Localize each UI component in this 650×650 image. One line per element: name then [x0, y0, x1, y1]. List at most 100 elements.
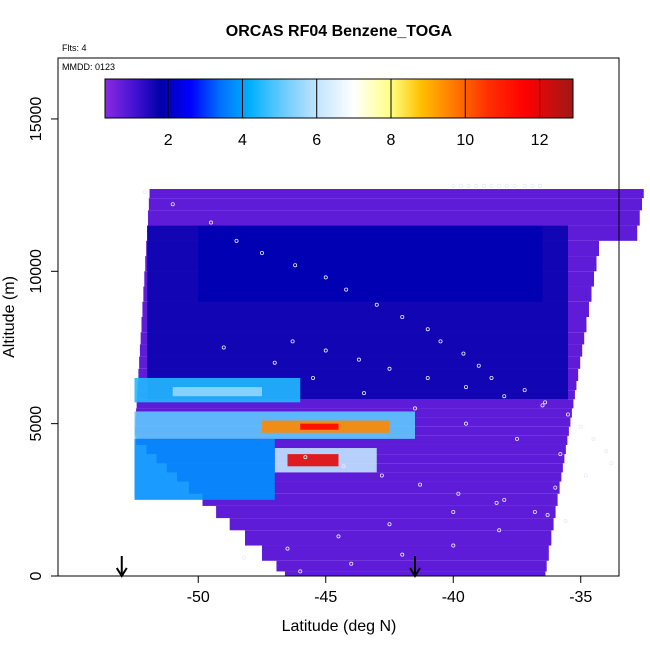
heat-cell: [136, 399, 574, 409]
heat-cell: [177, 472, 562, 482]
colorbar-tick-label: 10: [456, 132, 474, 149]
sample-point: [604, 449, 609, 454]
sample-point: [451, 510, 456, 515]
sample-point: [461, 351, 466, 356]
sample-point: [344, 287, 349, 292]
sample-point: [356, 357, 361, 362]
sample-point: [425, 375, 430, 380]
y-tick-label: 15000: [28, 97, 45, 142]
x-tick-label: -35: [569, 589, 592, 606]
chart-title: ORCAS RF04 Benzene_TOGA: [226, 23, 453, 40]
sample-point: [466, 183, 471, 188]
sample-point: [323, 348, 328, 353]
sample-point: [545, 513, 550, 518]
sample-points: [142, 183, 614, 574]
sample-point: [336, 534, 341, 539]
colorbar-tick-label: 12: [531, 132, 549, 149]
sample-point: [290, 339, 295, 344]
sample-point: [476, 363, 481, 368]
heat-cell: [216, 505, 556, 519]
colorbar-tick-label: 2: [164, 132, 173, 149]
sample-point: [298, 569, 303, 574]
x-axis: -50 -45 -40 -35: [187, 575, 592, 606]
sample-point: [361, 391, 366, 396]
y-axis: 0 5000 10000 15000: [28, 97, 58, 580]
sample-point: [543, 400, 548, 405]
sample-point: [418, 482, 423, 487]
sample-point: [489, 375, 494, 380]
sample-point: [583, 473, 588, 478]
heat-cell: [262, 545, 549, 561]
sample-point: [563, 519, 568, 524]
sample-point: [537, 183, 542, 188]
sample-point: [272, 360, 277, 365]
sample-point: [540, 403, 545, 408]
sample-point: [221, 345, 226, 350]
sample-point: [451, 183, 456, 188]
sample-point: [142, 190, 147, 195]
colorbar-tick-label: 8: [387, 132, 396, 149]
x-tick-label: -45: [314, 589, 337, 606]
heat-cell: [148, 198, 642, 211]
sample-point: [208, 220, 213, 225]
sample-point: [512, 183, 517, 188]
sample-point: [400, 552, 405, 557]
heat-cell: [172, 387, 262, 397]
heat-cell: [300, 423, 339, 430]
sample-point: [553, 485, 558, 490]
sample-point: [558, 452, 563, 457]
colorbar-gradient: [104, 78, 574, 119]
sample-point: [323, 275, 328, 280]
x-tick-label: -50: [187, 589, 210, 606]
sample-point: [293, 263, 298, 268]
sample-point: [609, 461, 614, 466]
sample-point: [303, 455, 308, 460]
sample-point: [400, 314, 405, 319]
sample-point: [502, 394, 507, 399]
sample-point: [481, 183, 486, 188]
sample-point: [425, 327, 430, 332]
sample-point: [497, 528, 502, 533]
sample-point: [515, 436, 520, 441]
x-tick-label: -40: [442, 589, 465, 606]
colorbar-tick-label: 4: [238, 132, 247, 149]
sample-point: [412, 406, 417, 411]
x-axis-label: Latitude (deg N): [282, 618, 397, 635]
sample-point: [494, 500, 499, 505]
sample-point: [474, 183, 479, 188]
sample-point: [438, 339, 443, 344]
heat-cell: [202, 493, 558, 506]
sample-point: [387, 522, 392, 527]
flights-note: Flts: 4: [62, 43, 87, 53]
sample-point: [463, 421, 468, 426]
sample-point: [530, 183, 535, 188]
sample-point: [489, 183, 494, 188]
sample-point: [522, 388, 527, 393]
heat-cell: [287, 454, 339, 467]
sample-point: [458, 183, 463, 188]
y-tick-label: 5000: [28, 406, 45, 442]
sample-point: [456, 491, 461, 496]
heatmap-field: [134, 189, 644, 576]
y-axis-label: Altitude (m): [1, 276, 18, 358]
heat-cell: [198, 225, 543, 302]
sample-point: [285, 546, 290, 551]
sample-point: [463, 385, 468, 390]
sample-point: [451, 543, 456, 548]
heat-cell: [276, 560, 547, 572]
sample-point: [578, 424, 583, 429]
sample-point: [234, 238, 239, 243]
sample-point: [532, 510, 537, 515]
heat-cell: [134, 438, 275, 500]
sample-point: [497, 183, 502, 188]
sample-point: [374, 302, 379, 307]
sample-point: [259, 251, 264, 256]
sample-point: [170, 202, 175, 207]
colorbar: 2 4 6 8 10 12: [104, 78, 574, 149]
sample-point: [522, 183, 527, 188]
heat-cell: [229, 518, 554, 531]
sample-point: [242, 555, 247, 560]
sample-point: [504, 183, 509, 188]
sample-point: [349, 561, 354, 566]
